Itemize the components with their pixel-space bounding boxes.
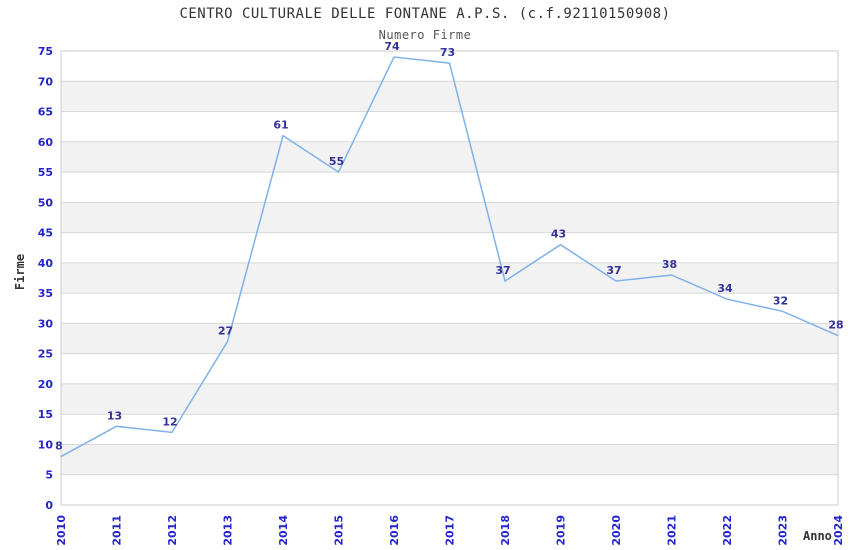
data-point-label: 8: [55, 440, 63, 453]
data-point-label: 61: [273, 119, 288, 132]
x-tick-label: 2022: [721, 515, 734, 546]
y-tick-label: 65: [38, 106, 53, 119]
data-point-label: 43: [551, 228, 566, 241]
x-tick-label: 2017: [444, 515, 457, 546]
x-tick-label: 2016: [388, 515, 401, 546]
x-tick-label: 2011: [111, 515, 124, 546]
x-tick-label: 2021: [666, 515, 679, 546]
x-tick-label: 2023: [777, 515, 790, 546]
y-tick-label: 45: [38, 227, 53, 240]
data-series-line: [60, 56, 839, 458]
data-point-label: 28: [828, 319, 843, 332]
y-tick-label: 35: [38, 287, 53, 300]
x-axis-title: Anno: [803, 529, 832, 543]
y-tick-label: 15: [38, 408, 53, 421]
x-tick-label: 2024: [832, 515, 845, 546]
data-point-label: 73: [440, 46, 455, 59]
y-tick-label: 5: [45, 469, 53, 482]
grid-band: [61, 141, 838, 173]
data-point-label: 12: [162, 415, 177, 428]
grid-band: [61, 232, 838, 263]
y-tick-label: 40: [38, 257, 54, 270]
data-point-label: 74: [384, 40, 400, 53]
y-tick-label: 20: [38, 378, 54, 391]
data-point-label: 13: [107, 409, 122, 422]
chart-title: CENTRO CULTURALE DELLE FONTANE A.P.S. (c…: [179, 6, 671, 22]
y-tick-label: 10: [38, 438, 54, 451]
grid-band: [61, 111, 838, 142]
x-tick-label: 2018: [499, 515, 512, 546]
x-tick-label: 2014: [277, 515, 290, 546]
grid-band: [61, 474, 838, 505]
x-tick-label: 2013: [222, 515, 235, 546]
data-point-label: 27: [218, 325, 233, 338]
grid-band: [61, 323, 838, 354]
data-point-label: 37: [495, 264, 510, 277]
grid-band: [61, 202, 838, 233]
grid-band: [61, 444, 838, 475]
y-tick-label: 0: [45, 499, 53, 512]
grid-band: [61, 81, 838, 112]
x-tick-label: 2010: [55, 515, 68, 546]
data-point-label: 55: [329, 155, 344, 168]
y-tick-label: 60: [38, 136, 54, 149]
data-point-label: 38: [662, 258, 677, 271]
grid-band: [61, 414, 838, 445]
y-tick-label: 75: [38, 45, 53, 58]
grid-band: [61, 293, 838, 324]
plot-border: [60, 50, 839, 506]
grid-band: [61, 172, 838, 203]
y-tick-label: 50: [38, 196, 54, 209]
grid-band: [61, 383, 838, 415]
chart-subtitle: Numero Firme: [378, 28, 472, 42]
y-tick-label: 55: [38, 166, 53, 179]
y-tick-label: 30: [38, 317, 54, 330]
y-tick-label: 70: [38, 75, 54, 88]
x-tick-label: 2019: [555, 515, 568, 546]
grid-band: [61, 353, 838, 384]
data-point-label: 32: [773, 294, 788, 307]
y-tick-label: 25: [38, 348, 53, 361]
x-tick-label: 2015: [333, 515, 346, 546]
grid-band: [61, 262, 838, 294]
data-point-label: 34: [717, 282, 733, 295]
x-tick-label: 2020: [610, 515, 623, 546]
x-tick-label: 2012: [166, 515, 179, 546]
data-point-label: 37: [606, 264, 621, 277]
